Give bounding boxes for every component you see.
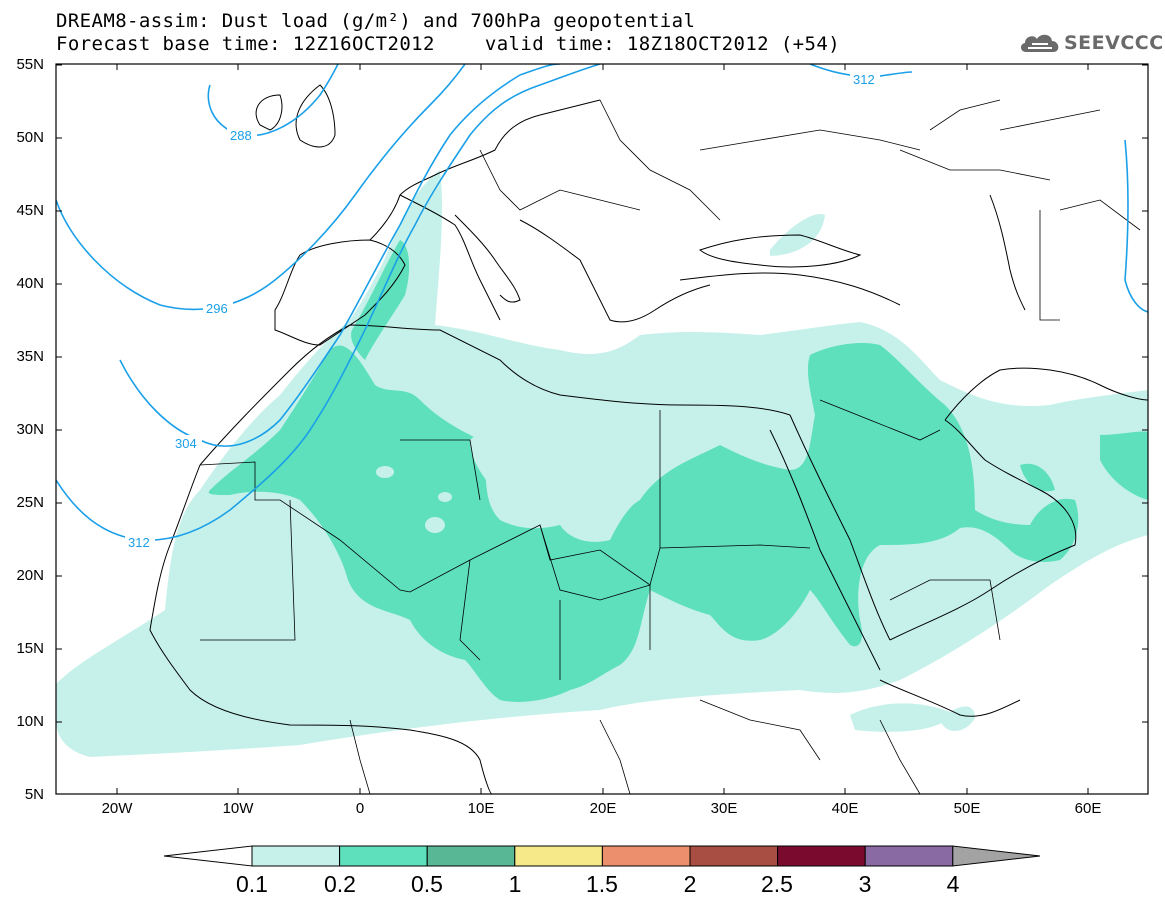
colorbar-bin-4 (514, 845, 603, 867)
lon-label-20w: 20W (101, 800, 133, 817)
map-title: DREAM8-assim: Dust load (g/m²) and 700hP… (56, 10, 696, 32)
contour-label-304: 304 (175, 436, 197, 451)
colorbar (163, 845, 1041, 867)
contour-label-288: 288 (230, 128, 252, 143)
colorbar-bin-8 (864, 845, 954, 867)
lon-label-30e: 30E (710, 800, 738, 817)
colorbar-bin-7 (777, 845, 866, 867)
base-time: Forecast base time: 12Z16OCT2012 (56, 33, 435, 55)
lon-label-10w: 10W (222, 800, 254, 817)
lat-label-35n: 35N (16, 348, 44, 365)
lat-label-55n: 55N (16, 56, 44, 73)
lat-label-25n: 25N (16, 494, 44, 511)
lat-label-30n: 30N (16, 421, 44, 438)
colorbar-label-2: 2 (683, 871, 697, 897)
lon-label-40e: 40E (831, 800, 859, 817)
lat-label-20n: 20N (16, 567, 44, 584)
lat-label-45n: 45N (16, 202, 44, 219)
lat-label-10n: 10N (16, 713, 44, 730)
colorbar-label-3: 3 (858, 871, 872, 897)
colorbar-low-arrow (163, 845, 253, 867)
dust-low-region (56, 170, 1148, 757)
lat-label-5n: 5N (24, 786, 44, 803)
colorbar-label-2.5: 2.5 (761, 871, 793, 897)
lon-label-0: 0 (355, 800, 365, 817)
valid-time: valid time: 18Z18OCT2012 (+54) (484, 33, 841, 55)
map-subtitle: Forecast base time: 12Z16OCT2012 valid ti… (56, 34, 840, 54)
colorbar-label-0.1: 0.1 (236, 871, 268, 897)
colorbar-bin-2 (339, 845, 428, 867)
lon-label-50e: 50E (953, 800, 981, 817)
contour-label-312: 312 (128, 535, 150, 550)
lat-label-15n: 15N (16, 640, 44, 657)
dust-holes (376, 430, 610, 533)
map-frame (55, 63, 1149, 795)
colorbar-high-arrow (952, 845, 1041, 867)
colorbar-label-4: 4 (946, 871, 960, 897)
cloud-icon (1020, 34, 1059, 52)
colorbar-label-1.5: 1.5 (586, 871, 618, 897)
colorbar-label-1: 1 (508, 871, 522, 897)
contour-label-296: 296 (206, 301, 228, 316)
colorbar-label-0.2: 0.2 (324, 871, 356, 897)
lat-label-40n: 40N (16, 275, 44, 292)
lat-label-50n: 50N (16, 129, 44, 146)
lon-label-60e: 60E (1074, 800, 1102, 817)
colorbar-label-0.5: 0.5 (411, 871, 443, 897)
contour-label-312-top: 312 (853, 72, 875, 87)
colorbar-bin-1 (251, 845, 341, 867)
colorbar-bin-3 (426, 845, 516, 867)
colorbar-bin-5 (601, 845, 691, 867)
colorbar-bin-6 (689, 845, 779, 867)
seevccc-logo: SEEVCCC (1018, 30, 1163, 56)
coastlines (149, 99, 1148, 794)
british-isles (255, 84, 336, 148)
logo-text: SEEVCCC (1064, 32, 1164, 54)
lon-label-10e: 10E (467, 800, 495, 817)
axis-ticks (56, 64, 1148, 794)
contour-labels: 312 288 296 304 312 (125, 72, 880, 550)
country-borders (199, 99, 1141, 794)
lon-label-20e: 20E (589, 800, 617, 817)
